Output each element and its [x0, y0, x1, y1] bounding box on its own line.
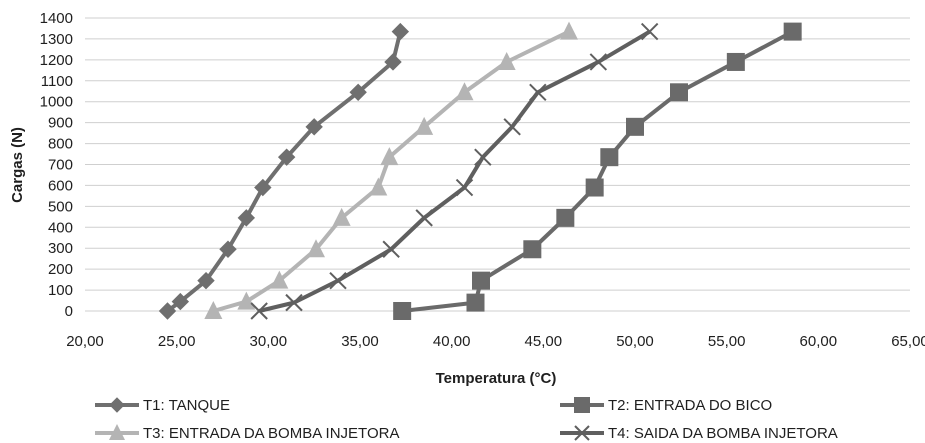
- x-marker: [474, 148, 492, 166]
- x-marker: [640, 22, 659, 41]
- x-marker: [529, 83, 547, 102]
- diamond-marker: [384, 53, 402, 71]
- legend-item-3: T3: ENTRADA DA BOMBA INJETORA: [95, 424, 399, 442]
- legend-label: T4: SAIDA DA BOMBA INJETORA: [608, 425, 838, 442]
- legend-item-1: T1: TANQUE: [95, 397, 230, 414]
- y-tick-label: 900: [48, 115, 73, 132]
- legend-item-4: T4: SAIDA DA BOMBA INJETORA: [560, 425, 838, 442]
- x-tick-label: 20,00: [66, 333, 104, 350]
- series-1: [158, 22, 410, 320]
- y-tick-label: 1200: [40, 52, 73, 69]
- x-tick-label: 60,00: [800, 333, 838, 350]
- square-marker: [726, 52, 745, 71]
- x-tick-label: 40,00: [433, 333, 471, 350]
- y-tick-label: 700: [48, 157, 73, 174]
- y-tick-label: 800: [48, 136, 73, 153]
- x-tick-label: 55,00: [708, 333, 746, 350]
- series-lines: [158, 21, 802, 320]
- legend-label: T3: ENTRADA DA BOMBA INJETORA: [143, 425, 399, 442]
- x-marker: [455, 178, 474, 197]
- triangle-marker: [237, 291, 256, 310]
- square-marker: [556, 208, 575, 227]
- triangle-marker: [497, 51, 516, 70]
- diamond-marker: [254, 178, 272, 197]
- square-marker: [472, 271, 490, 290]
- triangle-marker: [415, 116, 434, 135]
- triangle-marker: [455, 82, 474, 101]
- x-marker: [382, 240, 400, 258]
- triangle-marker: [307, 239, 325, 258]
- square-marker: [523, 240, 542, 259]
- x-marker: [329, 271, 347, 290]
- legend-item-2: T2: ENTRADA DO BICO: [560, 397, 772, 414]
- square-marker: [783, 22, 802, 41]
- y-tick-label: 300: [48, 240, 73, 257]
- x-tick-label: 65,00: [891, 333, 925, 350]
- square-marker: [585, 178, 604, 197]
- diamond-marker: [237, 209, 256, 227]
- triangle-marker: [369, 177, 388, 196]
- y-tick-label: 600: [48, 177, 73, 194]
- square-marker: [393, 302, 412, 320]
- legend-label: T1: TANQUE: [143, 397, 230, 414]
- y-tick-label: 0: [65, 303, 73, 320]
- square-marker: [600, 148, 619, 167]
- y-axis-title: Cargas (N): [9, 127, 26, 203]
- diamond-marker: [109, 397, 125, 413]
- y-tick-label: 400: [48, 219, 73, 236]
- diamond-marker: [197, 271, 215, 290]
- series-3: [204, 21, 578, 319]
- diamond-marker: [391, 22, 410, 41]
- x-tick-label: 45,00: [525, 333, 563, 350]
- x-marker: [589, 53, 608, 71]
- triangle-marker: [380, 147, 399, 166]
- diamond-marker: [171, 292, 190, 311]
- y-tick-label: 1000: [40, 94, 73, 111]
- y-tick-label: 1100: [41, 73, 73, 90]
- diamond-marker: [305, 118, 323, 136]
- y-axis-ticks: 0 100 200 300 400 500 600 700 800 900 1000 1100 1200…: [40, 10, 73, 320]
- triangle-marker: [560, 21, 578, 40]
- y-tick-label: 500: [48, 198, 73, 215]
- x-axis-ticks: 20,00 25,00 30,00 35,00 40,00 45,00 50,00 55,00…: [66, 333, 925, 350]
- triangle-marker: [270, 270, 289, 289]
- x-marker: [250, 302, 268, 320]
- legend-label: T2: ENTRADA DO BICO: [608, 397, 772, 414]
- series-4: [250, 22, 659, 320]
- square-marker: [466, 293, 485, 312]
- triangle-marker: [332, 207, 351, 226]
- square-marker: [574, 397, 590, 413]
- x-marker: [574, 425, 590, 441]
- series-2: [393, 22, 802, 320]
- triangle-marker: [204, 301, 223, 319]
- x-marker: [285, 293, 303, 312]
- x-axis-title: Temperatura (°C): [436, 370, 557, 387]
- legend: T1: TANQUE T2: ENTRADA DO BICO T3: ENTRADA…: [95, 397, 838, 442]
- diamond-marker: [277, 148, 296, 166]
- y-tick-label: 1400: [40, 10, 73, 27]
- y-tick-label: 100: [48, 282, 73, 299]
- x-tick-label: 50,00: [616, 333, 654, 350]
- x-tick-label: 30,00: [250, 333, 288, 350]
- x-marker: [503, 118, 521, 136]
- y-tick-label: 200: [48, 261, 73, 278]
- triangle-marker: [109, 424, 125, 440]
- x-tick-label: 35,00: [341, 333, 379, 350]
- square-marker: [670, 83, 688, 102]
- square-marker: [626, 117, 644, 136]
- gridlines: [85, 17, 910, 312]
- diamond-marker: [158, 302, 177, 320]
- diamond-marker: [349, 83, 367, 102]
- diamond-marker: [219, 240, 237, 258]
- x-marker: [415, 209, 433, 227]
- x-tick-label: 25,00: [158, 333, 196, 350]
- y-tick-label: 1300: [40, 31, 73, 48]
